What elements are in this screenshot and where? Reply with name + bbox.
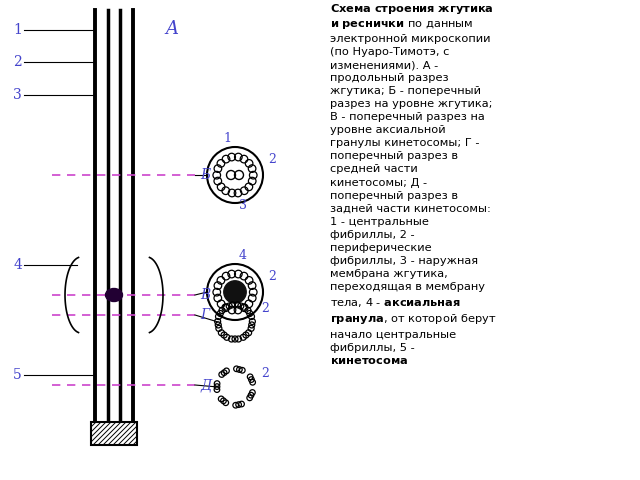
Text: 2: 2 — [13, 55, 22, 69]
Text: 1: 1 — [13, 23, 22, 37]
Ellipse shape — [106, 288, 122, 301]
Bar — [91, 422, 137, 445]
Text: A: A — [165, 20, 178, 38]
Text: 1: 1 — [223, 132, 231, 145]
Text: 2: 2 — [261, 302, 269, 315]
Text: 4: 4 — [239, 249, 247, 262]
Text: 3: 3 — [239, 199, 247, 212]
Text: В: В — [200, 288, 211, 302]
Text: 4: 4 — [13, 258, 22, 272]
Text: Б: Б — [200, 168, 211, 182]
Circle shape — [224, 281, 246, 303]
Text: Г: Г — [200, 308, 209, 322]
Text: 2: 2 — [268, 153, 276, 166]
Text: 5: 5 — [13, 368, 22, 382]
Text: Д: Д — [200, 378, 211, 392]
Text: 2: 2 — [268, 270, 276, 283]
Text: 2: 2 — [261, 367, 269, 380]
Text: $\bf{Схема\ строения\ жгутика}$
$\bf{и\ реснички}$ по данным
электронной микроск: $\bf{Схема\ строения\ жгутика}$ $\bf{и\ … — [330, 2, 497, 366]
Text: 3: 3 — [13, 88, 22, 102]
